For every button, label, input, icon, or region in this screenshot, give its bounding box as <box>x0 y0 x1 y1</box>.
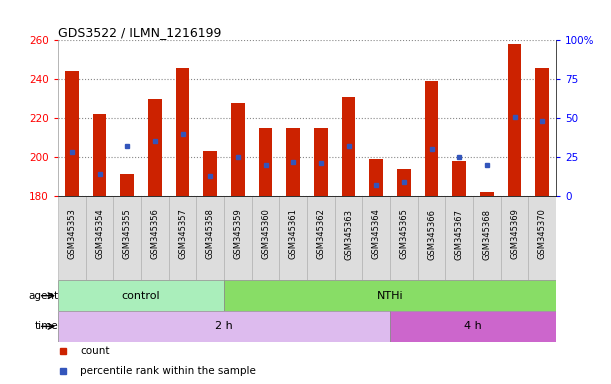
Text: GSM345356: GSM345356 <box>150 209 159 259</box>
Bar <box>452 161 466 196</box>
Bar <box>120 174 134 196</box>
Text: count: count <box>81 346 110 356</box>
Bar <box>203 151 217 196</box>
Bar <box>86 196 114 280</box>
Text: GSM345359: GSM345359 <box>233 209 243 259</box>
Bar <box>65 71 79 196</box>
Text: percentile rank within the sample: percentile rank within the sample <box>81 366 257 376</box>
Text: 2 h: 2 h <box>215 321 233 331</box>
Bar <box>314 128 327 196</box>
Text: control: control <box>122 291 160 301</box>
Bar <box>148 99 162 196</box>
Text: GSM345363: GSM345363 <box>344 209 353 260</box>
Bar <box>342 97 356 196</box>
Bar <box>390 196 418 280</box>
Bar <box>307 196 335 280</box>
Bar <box>93 114 106 196</box>
Text: agent: agent <box>28 291 58 301</box>
Bar <box>58 311 390 342</box>
Bar <box>231 103 245 196</box>
Text: GSM345360: GSM345360 <box>261 209 270 259</box>
Text: GSM345358: GSM345358 <box>206 209 214 259</box>
Bar <box>141 196 169 280</box>
Bar <box>252 196 279 280</box>
Text: GSM345366: GSM345366 <box>427 209 436 260</box>
Bar <box>529 196 556 280</box>
Bar <box>418 196 445 280</box>
Bar <box>258 128 273 196</box>
Text: GDS3522 / ILMN_1216199: GDS3522 / ILMN_1216199 <box>58 26 221 39</box>
Bar <box>425 81 439 196</box>
Bar <box>480 192 494 196</box>
Bar <box>58 196 86 280</box>
Bar <box>287 128 300 196</box>
Text: time: time <box>34 321 58 331</box>
Bar <box>58 280 224 311</box>
Bar <box>224 196 252 280</box>
Bar <box>508 44 521 196</box>
Bar <box>445 196 473 280</box>
Bar <box>224 280 556 311</box>
Text: GSM345353: GSM345353 <box>67 209 76 259</box>
Bar <box>196 196 224 280</box>
Text: GSM345357: GSM345357 <box>178 209 187 259</box>
Bar <box>390 311 556 342</box>
Text: GSM345365: GSM345365 <box>400 209 408 259</box>
Text: GSM345370: GSM345370 <box>538 209 547 259</box>
Bar <box>473 196 500 280</box>
Bar <box>114 196 141 280</box>
Text: GSM345368: GSM345368 <box>482 209 491 260</box>
Text: GSM345367: GSM345367 <box>455 209 464 260</box>
Bar <box>397 169 411 196</box>
Text: 4 h: 4 h <box>464 321 482 331</box>
Bar <box>169 196 196 280</box>
Bar <box>279 196 307 280</box>
Bar <box>175 68 189 196</box>
Text: NTHi: NTHi <box>377 291 403 301</box>
Text: GSM345361: GSM345361 <box>288 209 298 259</box>
Bar <box>335 196 362 280</box>
Bar <box>369 159 383 196</box>
Text: GSM345362: GSM345362 <box>316 209 326 259</box>
Text: GSM345354: GSM345354 <box>95 209 104 259</box>
Text: GSM345364: GSM345364 <box>371 209 381 259</box>
Bar <box>500 196 529 280</box>
Text: GSM345369: GSM345369 <box>510 209 519 259</box>
Text: GSM345355: GSM345355 <box>123 209 132 259</box>
Bar <box>535 68 549 196</box>
Bar <box>362 196 390 280</box>
